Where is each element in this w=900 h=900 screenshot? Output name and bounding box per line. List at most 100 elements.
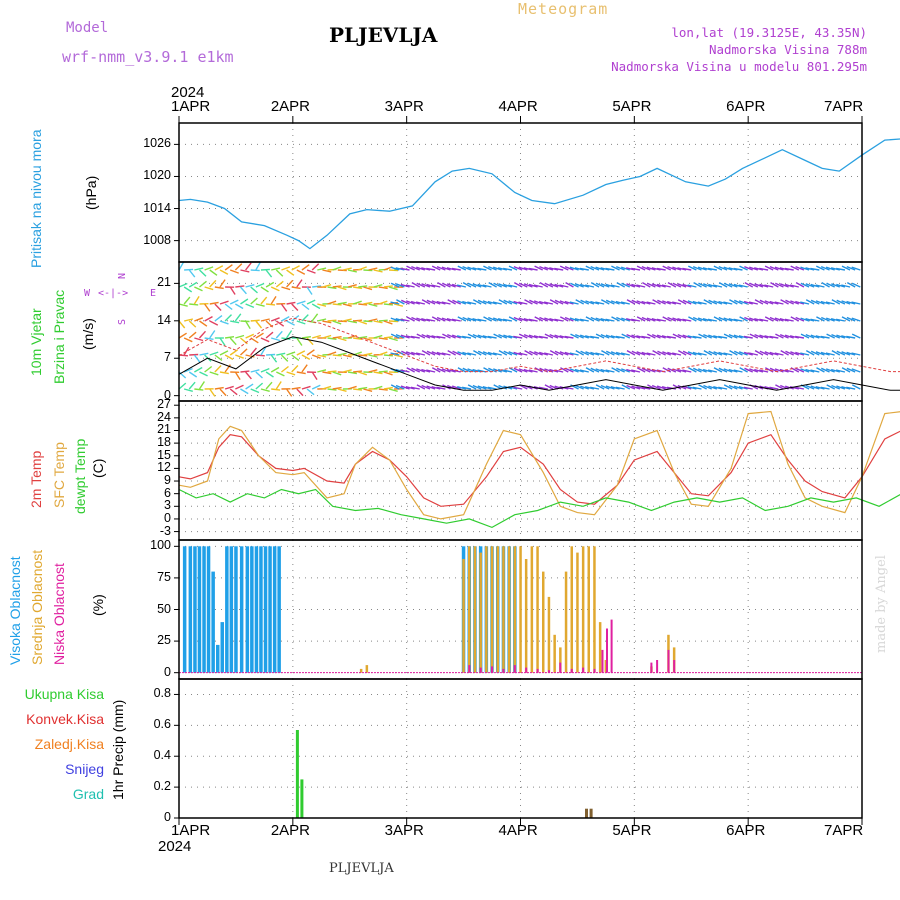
wind-barb — [347, 334, 357, 339]
wind-barb — [224, 385, 234, 390]
wind-barb — [183, 346, 190, 356]
wind-barb — [718, 386, 728, 390]
wind-barb — [620, 301, 630, 305]
wind-barb — [585, 300, 595, 305]
wind-barb — [651, 267, 661, 271]
wind-barb — [224, 364, 231, 373]
wind-barb — [275, 320, 285, 327]
wind-barb — [713, 386, 723, 390]
wind-barb — [518, 317, 528, 322]
wind-barb — [178, 282, 188, 288]
wind-barb — [260, 286, 269, 293]
wind-barb — [559, 335, 569, 339]
wind-barb — [395, 267, 405, 271]
tick-label-temp: 21 — [157, 422, 171, 437]
wind-barb — [539, 300, 549, 305]
wind-barb — [363, 388, 373, 392]
wind-barb — [728, 333, 738, 339]
wind-barb — [358, 386, 368, 390]
legend-grad: Grad — [72, 786, 104, 802]
wind-barb — [723, 282, 733, 288]
wind-barb — [482, 335, 492, 339]
wind-barb — [774, 368, 784, 373]
wind-barb — [693, 281, 702, 288]
wind-barb — [234, 263, 243, 271]
wind-barb — [229, 269, 239, 274]
wind-barb — [447, 349, 456, 356]
tick-label-precip: 0.6 — [153, 717, 171, 732]
mid-cloud-bar — [359, 668, 363, 673]
wind-barb — [255, 282, 265, 288]
wind-barb — [682, 350, 692, 356]
wind-barb — [656, 318, 666, 322]
wind-barb — [687, 265, 697, 271]
wind-barb — [373, 334, 383, 339]
wind-barb — [198, 381, 205, 390]
mid-cloud-bar — [564, 571, 568, 673]
wind-barb — [353, 319, 363, 322]
wind-barb — [342, 267, 352, 271]
low-cloud-bar — [468, 665, 471, 673]
wind-barb — [564, 335, 574, 339]
wind-barb — [204, 365, 213, 373]
wind-barb — [436, 300, 446, 305]
wind-barb — [784, 318, 794, 322]
wind-barb — [846, 335, 856, 339]
wind-barb — [703, 384, 713, 390]
wind-barb — [564, 300, 574, 305]
wind-barb — [462, 281, 472, 288]
wind-barb — [815, 300, 825, 305]
wind-barb — [779, 267, 789, 271]
wind-barb — [518, 282, 528, 288]
dewpt-temp-line — [178, 488, 900, 529]
mid-cloud-bar — [513, 546, 517, 673]
wind-barb — [692, 265, 702, 271]
wind-barb — [575, 333, 584, 339]
wind-barb — [738, 386, 748, 390]
wind-barb — [820, 351, 830, 356]
wind-barb — [296, 371, 306, 375]
wind-barb — [554, 350, 564, 356]
wind-barb — [311, 313, 319, 322]
legend-snijeg: Snijeg — [65, 761, 104, 777]
wind-barb — [482, 351, 492, 356]
wind-barb — [523, 333, 533, 339]
wind-barb — [189, 353, 199, 356]
wind-barb — [682, 299, 692, 305]
wind-barb — [230, 320, 240, 324]
wind-barb — [240, 370, 250, 373]
sfc-temp-line — [178, 410, 900, 520]
wind-barb — [641, 300, 651, 305]
wind-barb — [841, 335, 851, 339]
wind-barb — [800, 282, 810, 288]
wind-barb — [600, 368, 610, 373]
wind-barb — [846, 351, 856, 356]
wind-barb — [400, 385, 410, 390]
tick-label-temp: 0 — [164, 510, 171, 525]
wind-barb — [275, 381, 282, 390]
wind-barb — [347, 371, 358, 375]
wind-barb — [569, 301, 579, 305]
wind-barb — [457, 300, 467, 305]
low-cloud-bar — [536, 668, 539, 673]
wind-barb — [358, 303, 368, 306]
wind-barb — [580, 385, 590, 390]
wind-barb — [769, 300, 779, 305]
wind-barb — [851, 333, 861, 339]
wind-barb — [508, 316, 518, 322]
wind-barb — [462, 316, 472, 322]
wind-barb — [183, 388, 193, 392]
wind-barb — [332, 303, 342, 306]
wind-barb — [178, 371, 187, 379]
wind-barb — [322, 385, 332, 390]
wind-barb — [784, 267, 794, 271]
wind-barb — [493, 282, 503, 288]
wind-barb — [579, 334, 590, 339]
wind-barb — [646, 266, 656, 271]
wind-barb — [209, 351, 219, 356]
wind-barb — [363, 301, 373, 305]
wind-barb — [708, 299, 718, 305]
compass-arrows: <-|-> — [98, 288, 129, 299]
wind-barb — [697, 368, 707, 373]
wind-barb — [270, 286, 280, 292]
